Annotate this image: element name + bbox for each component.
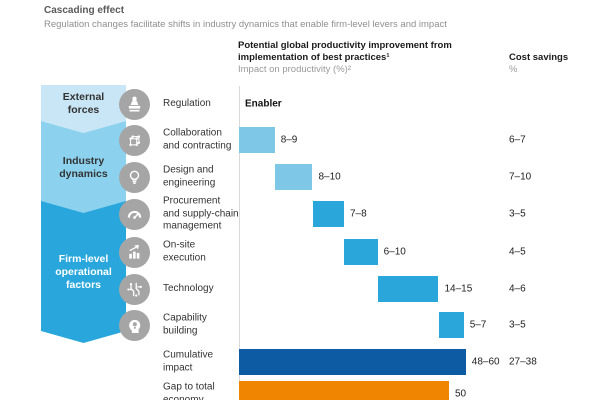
chevron-label: Industry dynamics bbox=[59, 154, 108, 180]
bar-value-label: 8–10 bbox=[318, 171, 341, 183]
table-row: On-site execution 6–10 4–5 bbox=[0, 237, 600, 268]
bar-value-label: 48–60 bbox=[471, 356, 500, 368]
stamp-icon bbox=[119, 89, 150, 120]
waterfall-axis-line bbox=[239, 86, 240, 400]
waterfall-bar bbox=[377, 276, 439, 302]
gauge-icon bbox=[119, 199, 150, 230]
waterfall-bar bbox=[239, 381, 449, 400]
chevron-industry-dynamics: Industry dynamics bbox=[41, 121, 126, 214]
table-row: Procurement and supply-chain management 7–8… bbox=[0, 195, 600, 231]
cost-savings-value: 7–10 bbox=[509, 171, 532, 183]
productivity-header-subtitle: Impact on productivity (%)² bbox=[238, 64, 351, 75]
table-row: Collaboration and contracting 8–9 6–7 bbox=[0, 125, 600, 156]
waterfall-bar bbox=[239, 127, 275, 153]
bar-chart-icon bbox=[119, 237, 150, 268]
bar-value-label: 7–8 bbox=[350, 208, 367, 220]
cost-savings-value: 3–5 bbox=[509, 208, 526, 220]
cost-savings-value: 6–7 bbox=[509, 134, 526, 146]
table-row: Design and engineering 8–10 7–10 bbox=[0, 162, 600, 193]
lightbulb-icon bbox=[119, 162, 150, 193]
row-label: Gap to total economy bbox=[163, 381, 215, 400]
cost-header-unit: % bbox=[509, 64, 518, 75]
mind-icon bbox=[119, 310, 150, 341]
circuit-icon bbox=[119, 274, 150, 305]
cost-column-header: Cost savings % bbox=[509, 52, 568, 76]
productivity-header-line1: Potential global productivity improvemen… bbox=[238, 40, 452, 51]
cost-header-title: Cost savings bbox=[509, 52, 569, 63]
table-row: Regulation Enabler bbox=[0, 89, 600, 120]
row-label: Capability building bbox=[163, 312, 207, 337]
waterfall-bar bbox=[344, 239, 378, 265]
waterfall-bar bbox=[312, 201, 344, 227]
row-label: Technology bbox=[163, 282, 214, 294]
row-label: Procurement and supply-chain management bbox=[163, 195, 239, 232]
bar-value-label: 5–7 bbox=[469, 319, 487, 331]
table-row: Technology 14–15 4–6 bbox=[0, 274, 600, 305]
table-row: Gap to total economy 50 bbox=[0, 380, 600, 400]
row-label: Regulation bbox=[163, 97, 211, 109]
row-label: Design and engineering bbox=[163, 164, 216, 189]
cost-savings-value: 3–5 bbox=[509, 319, 526, 331]
table-row: Capability building 5–7 3–5 bbox=[0, 310, 600, 341]
cost-savings-value: 4–6 bbox=[509, 283, 526, 295]
bar-value-label: 14–15 bbox=[444, 283, 473, 295]
exhibit-title: Cascading effect bbox=[44, 5, 125, 16]
waterfall-bar bbox=[274, 164, 313, 190]
productivity-header-line2: implementation of best practices¹ bbox=[238, 52, 390, 63]
waterfall-bar bbox=[239, 349, 466, 375]
network-cube-icon bbox=[119, 125, 150, 156]
chevron-external-forces: External forces bbox=[41, 85, 126, 133]
cost-savings-value: 27–38 bbox=[509, 356, 537, 368]
enabler-label: Enabler bbox=[245, 98, 282, 110]
waterfall-bar bbox=[438, 312, 464, 338]
row-label: Collaboration and contracting bbox=[163, 127, 232, 152]
table-row: Cumulative impact 48–60 27–38 bbox=[0, 348, 600, 376]
bar-value-label: 50 bbox=[455, 388, 467, 400]
chevron-label: Firm-level operational factors bbox=[55, 252, 112, 291]
exhibit-subtitle: Regulation changes facilitate shifts in … bbox=[44, 19, 447, 30]
productivity-column-header: Potential global productivity improvemen… bbox=[238, 40, 478, 76]
row-label: Cumulative impact bbox=[163, 349, 214, 374]
row-label: On-site execution bbox=[163, 239, 206, 264]
chevron-firm-level-factors: Firm-level operational factors bbox=[41, 201, 126, 343]
cost-savings-value: 4–5 bbox=[509, 246, 526, 258]
bar-value-label: 8–9 bbox=[280, 134, 298, 146]
chevron-label: External forces bbox=[62, 91, 105, 116]
bar-value-label: 6–10 bbox=[383, 246, 406, 258]
